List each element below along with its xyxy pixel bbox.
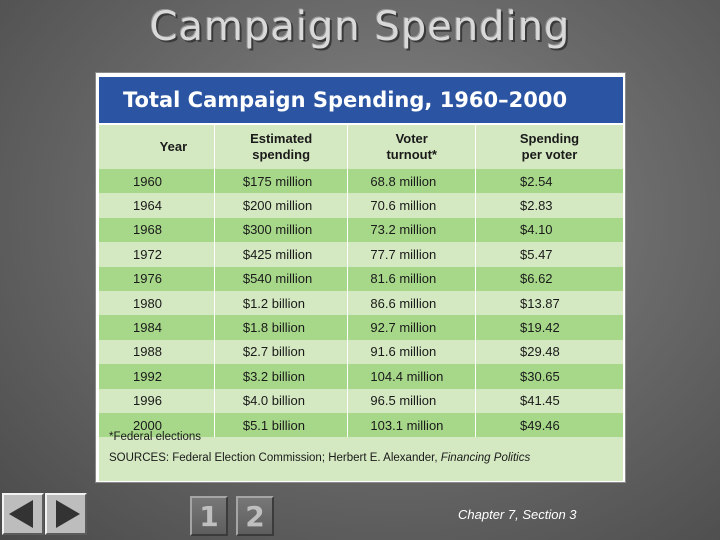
cell-turnout: 91.6 million: [347, 339, 476, 365]
cell-spending: $1.8 billion: [214, 315, 349, 340]
cell-spending: $3.2 billion: [214, 364, 349, 389]
header-spending: Estimated spending: [214, 125, 349, 169]
table-row: 1984 $1.8 billion 92.7 million $19.42: [99, 315, 623, 340]
cell-year: 1960: [99, 169, 215, 194]
table-body: Year Estimated spending Voter turnout* Spe…: [99, 125, 623, 481]
cell-per-voter: $2.54: [520, 173, 553, 189]
cell-turnout: 81.6 million: [347, 266, 476, 291]
cell-turnout: 77.7 million: [347, 242, 476, 267]
cell-year: 1992: [99, 364, 215, 389]
table-notes: *Federal elections SOURCES: Federal Elec…: [109, 427, 619, 469]
sources-text: SOURCES: Federal Election Commission; He…: [109, 452, 441, 464]
table-row: 1964 $200 million 70.6 million $2.83: [99, 193, 623, 218]
sources-book-title: Financing Politics: [440, 452, 531, 464]
cell-turnout: 96.5 million: [347, 388, 476, 413]
cell-turnout: 104.4 million: [347, 364, 476, 389]
table-row: 1992 $3.2 billion 104.4 million $30.65: [99, 364, 623, 389]
next-slide-button[interactable]: [45, 493, 87, 535]
page-1-button[interactable]: 1: [190, 496, 228, 536]
cell-spending: $425 million: [214, 242, 349, 267]
sources-line: SOURCES: Federal Election Commission; He…: [109, 448, 619, 469]
cell-year: 1964: [99, 193, 215, 218]
cell-per-voter: $5.47: [520, 246, 553, 262]
triangle-right-icon: [56, 500, 80, 528]
cell-per-voter: $4.10: [520, 222, 553, 238]
table-row: 2000 $5.1 billion 103.1 million $49.46: [99, 412, 623, 438]
cell-year: 1972: [99, 242, 215, 267]
header-year: Year: [99, 125, 215, 169]
table-row: 1988 $2.7 billion 91.6 million $29.48: [99, 339, 623, 365]
cell-year: 1980: [99, 290, 215, 316]
table-row: 1980 $1.2 billion 86.6 million $13.87: [99, 290, 623, 316]
chapter-label: Chapter 7, Section 3: [458, 507, 577, 522]
cell-spending: $175 million: [214, 169, 349, 194]
cell-spending: $5.1 billion: [214, 412, 349, 438]
previous-slide-button[interactable]: [2, 493, 44, 535]
header-per-voter: Spending per voter: [519, 131, 580, 162]
spending-table: Year Estimated spending Voter turnout* Spe…: [99, 125, 623, 438]
footnote: *Federal elections: [109, 431, 202, 443]
cell-spending: $300 million: [214, 217, 349, 243]
table-row: 1968 $300 million 73.2 million $4.10: [99, 217, 623, 243]
cell-per-voter: $49.46: [520, 417, 560, 433]
cell-spending: $4.0 billion: [214, 388, 349, 413]
table-row: 1972 $425 million 77.7 million $5.47: [99, 242, 623, 267]
header-turnout: Voter turnout*: [347, 125, 476, 169]
cell-spending: $540 million: [214, 266, 349, 291]
cell-per-voter: $13.87: [520, 295, 560, 311]
cell-turnout: 73.2 million: [347, 217, 476, 243]
cell-per-voter: $30.65: [520, 368, 560, 384]
table-header-row: Year Estimated spending Voter turnout* Spe…: [99, 125, 623, 169]
page-2-button[interactable]: 2: [236, 496, 274, 536]
cell-per-voter: $29.48: [520, 344, 560, 360]
table-row: 1996 $4.0 billion 96.5 million $41.45: [99, 388, 623, 413]
cell-year: 1976: [99, 266, 215, 291]
slide-title: Campaign Spending: [149, 4, 571, 50]
triangle-left-icon: [9, 500, 33, 528]
cell-spending: $2.7 billion: [214, 339, 349, 365]
cell-year: 2000: [99, 412, 215, 438]
cell-turnout: 92.7 million: [347, 315, 476, 340]
spending-table-panel: Total Campaign Spending, 1960–2000 Year …: [95, 72, 626, 483]
cell-year: 1996: [99, 388, 215, 413]
cell-year: 1984: [99, 315, 215, 340]
cell-turnout: 86.6 million: [347, 290, 476, 316]
cell-spending: $200 million: [214, 193, 349, 218]
table-row: 1960 $175 million 68.8 million $2.54: [99, 169, 623, 194]
cell-year: 1968: [99, 217, 215, 243]
cell-per-voter: $6.62: [520, 271, 553, 287]
cell-year: 1988: [99, 339, 215, 365]
cell-turnout: 68.8 million: [347, 169, 476, 194]
cell-turnout: 70.6 million: [347, 193, 476, 218]
cell-turnout: 103.1 million: [347, 412, 476, 438]
cell-per-voter: $2.83: [520, 198, 553, 214]
table-row: 1976 $540 million 81.6 million $6.62: [99, 266, 623, 291]
cell-spending: $1.2 billion: [214, 290, 349, 316]
cell-per-voter: $19.42: [520, 320, 560, 336]
cell-per-voter: $41.45: [520, 393, 560, 409]
table-title: Total Campaign Spending, 1960–2000: [99, 77, 623, 123]
